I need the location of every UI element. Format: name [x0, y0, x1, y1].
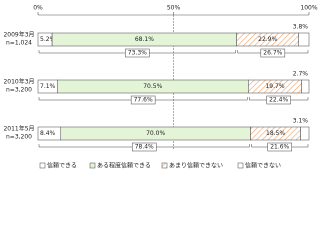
legend-label: 信頼できない [245, 162, 281, 170]
total-label-box [125, 48, 150, 58]
value-label: 18.5% [266, 130, 285, 137]
total-label-box [131, 142, 157, 152]
category-label: 2010年3月 [3, 78, 34, 86]
x-tick-label: 100% [300, 5, 317, 12]
bar-segment [300, 126, 310, 141]
total-label-box [130, 95, 156, 105]
value-label: 22.9% [258, 36, 277, 43]
value-label: 70.5% [143, 83, 162, 90]
category-note: n=3,200 [6, 87, 32, 94]
total-label: 22.4% [269, 97, 288, 104]
category-note: n=1,024 [6, 40, 32, 47]
total-label: 26.7% [263, 50, 282, 57]
total-label-box [266, 95, 291, 105]
category-note: n=3,200 [6, 134, 32, 141]
legend-swatch [161, 162, 168, 169]
page: 0% 50% 100% 2009年3月 n=1,024 5.2% 68.1% 22.9% 3.8… [3, 4, 318, 170]
bar-segment [301, 79, 310, 94]
value-label: 19.7% [265, 83, 284, 90]
total-label: 73.3% [128, 50, 147, 57]
legend-label: 信頼できる [47, 162, 77, 170]
legend-label: ある程度信頼できる [97, 162, 151, 170]
x-tick-label: 50% [167, 5, 181, 12]
value-label: 3.8% [293, 24, 309, 31]
x-tick-label: 0% [33, 5, 43, 12]
category-label: 2009年3月 [3, 31, 34, 39]
legend-swatch [237, 162, 244, 169]
total-label-box [260, 48, 286, 58]
total-label: 78.4% [135, 144, 154, 151]
total-label: 77.6% [134, 97, 153, 104]
legend-swatch [39, 162, 46, 169]
category-label: 2011年5月 [3, 125, 34, 133]
total-label-box [267, 142, 292, 152]
total-label: 21.6% [270, 144, 289, 151]
value-label: 3.1% [293, 118, 309, 125]
legend-label: あまり信頼できない [169, 162, 223, 170]
value-label: 8.4% [40, 130, 56, 137]
value-label: 7.1% [40, 83, 56, 90]
value-label: 70.0% [146, 130, 165, 137]
legend-swatch [89, 162, 96, 169]
value-label: 68.1% [135, 36, 154, 43]
value-label: 5.2% [40, 36, 56, 43]
bar-segment [298, 32, 310, 47]
value-label: 2.7% [293, 71, 309, 78]
